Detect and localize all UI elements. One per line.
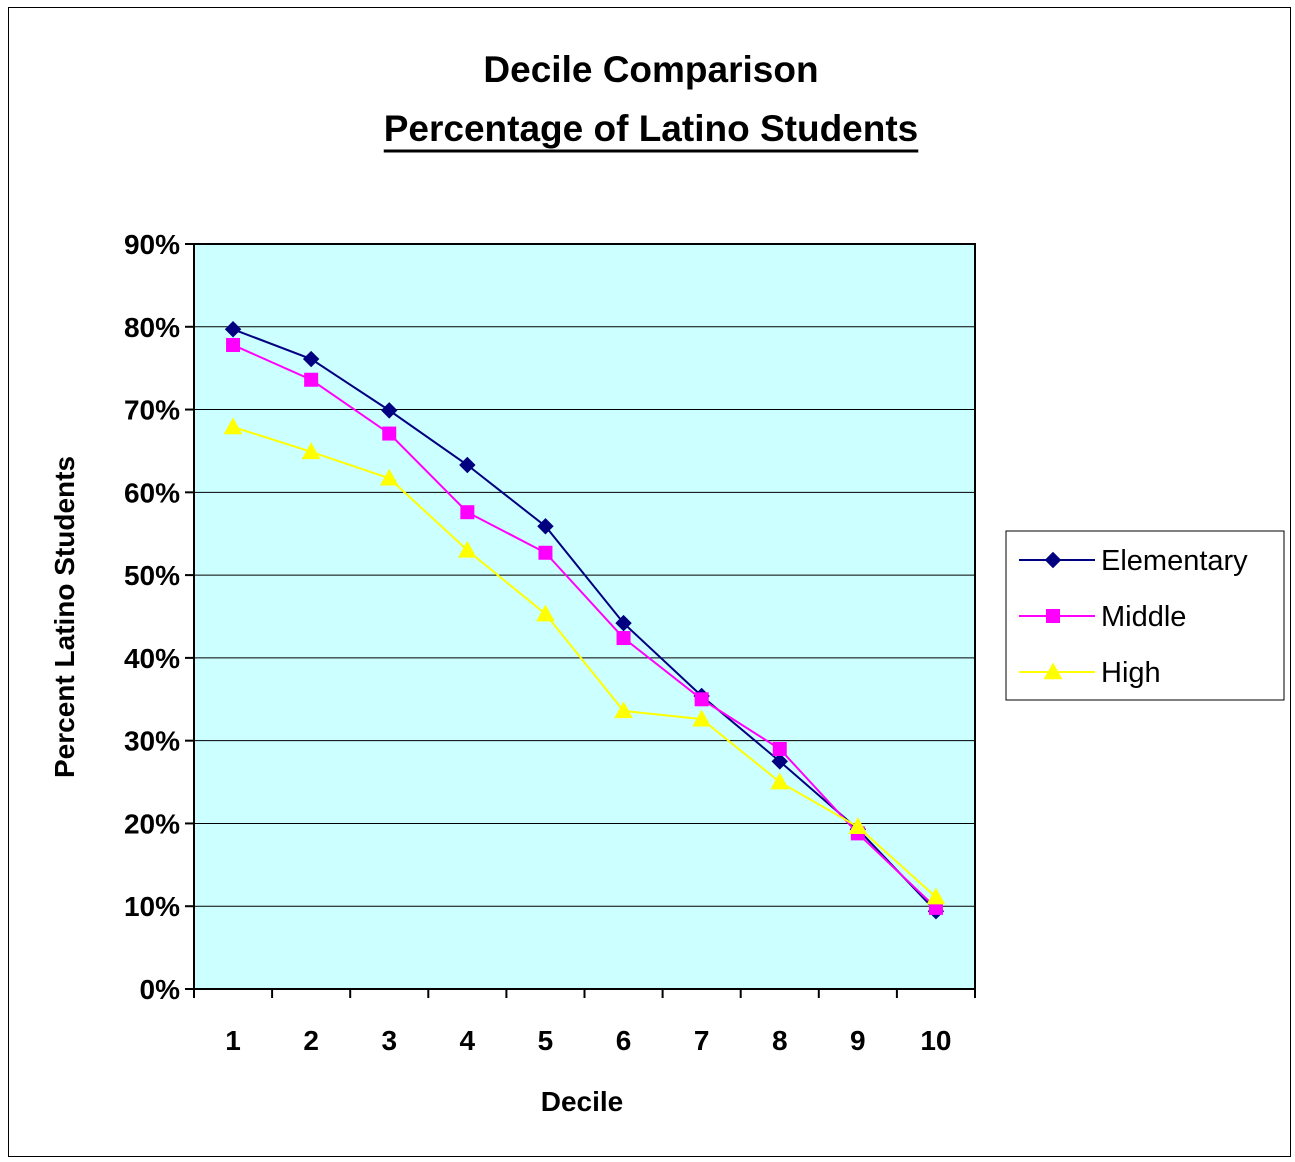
series-line-elementary [232, 328, 937, 912]
data-point-middle [226, 337, 241, 352]
x-tick-labels: 1 2 3 4 5 6 7 8 9 10 [225, 1025, 951, 1056]
data-point-high [223, 417, 243, 435]
legend-label: High [1101, 657, 1161, 689]
data-point-high [301, 442, 321, 460]
chart-title: Decile Comparison [483, 49, 818, 90]
x-tick-label: 6 [616, 1025, 632, 1056]
series-line-high [232, 425, 937, 898]
legend-marker [1043, 662, 1063, 680]
data-point-high [614, 701, 633, 719]
data-point-elementary [615, 614, 632, 632]
series [223, 321, 946, 920]
data-point-elementary [224, 321, 242, 338]
series-high [223, 417, 946, 905]
x-tick-label: 3 [381, 1025, 397, 1056]
data-point-middle [616, 631, 631, 646]
y-tick-label: 0% [140, 974, 181, 1005]
data-point-middle [538, 545, 553, 560]
legend: Elementary Middle High [1005, 530, 1285, 701]
legend-items: Elementary Middle High [1019, 545, 1248, 689]
x-axis-title: Decile [541, 1086, 624, 1117]
data-point-high [926, 887, 946, 905]
data-point-high [848, 817, 868, 835]
data-point-elementary [537, 518, 554, 535]
x-tick-label: 2 [303, 1025, 319, 1056]
x-tick-label: 1 [225, 1025, 241, 1056]
y-tick-label: 30% [124, 726, 180, 757]
grid-lines [194, 326, 975, 907]
legend-item-middle: Middle [1019, 601, 1186, 633]
y-tick-label: 70% [124, 395, 180, 426]
axes [185, 243, 976, 998]
y-tick-label: 50% [124, 560, 180, 591]
x-tick-label: 10 [920, 1025, 951, 1056]
legend-marker [1046, 609, 1060, 623]
legend-marker [1044, 551, 1062, 569]
data-point-middle [382, 426, 397, 441]
y-axis-title: Percent Latino Students [49, 456, 80, 778]
data-point-middle [304, 372, 319, 387]
y-tick-label: 90% [124, 229, 180, 260]
data-point-elementary [771, 753, 788, 770]
x-tick-label: 5 [538, 1025, 554, 1056]
legend-item-high: High [1019, 657, 1161, 689]
data-point-high [770, 772, 790, 790]
data-point-elementary [459, 456, 476, 474]
y-tick-label: 40% [124, 643, 180, 674]
y-tick-labels: 0% 10% 20% 30% 40% 50% 60% 70% 80% 90% [124, 229, 180, 1005]
legend-label: Middle [1101, 601, 1186, 633]
data-point-high [692, 709, 711, 727]
legend-label: Elementary [1101, 545, 1248, 577]
data-point-middle [772, 741, 787, 756]
x-tick-label: 7 [694, 1025, 710, 1056]
x-tick-label: 8 [772, 1025, 788, 1056]
legend-item-elementary: Elementary [1019, 545, 1248, 577]
data-point-middle [460, 505, 475, 520]
y-tick-label: 10% [124, 891, 180, 922]
series-line-middle [232, 344, 937, 909]
x-tick-label: 9 [850, 1025, 866, 1056]
data-point-elementary [302, 350, 320, 368]
data-point-high [536, 604, 555, 622]
data-point-high [458, 540, 477, 558]
data-point-high [379, 468, 399, 486]
chart-subtitle: Percentage of Latino Students [384, 108, 919, 149]
data-point-middle [694, 692, 709, 707]
data-point-elementary [381, 402, 398, 419]
y-tick-label: 60% [124, 477, 180, 508]
y-tick-label: 20% [124, 808, 180, 839]
x-tick-label: 4 [460, 1025, 476, 1056]
y-tick-label: 80% [124, 312, 180, 343]
series-elementary [224, 321, 945, 920]
